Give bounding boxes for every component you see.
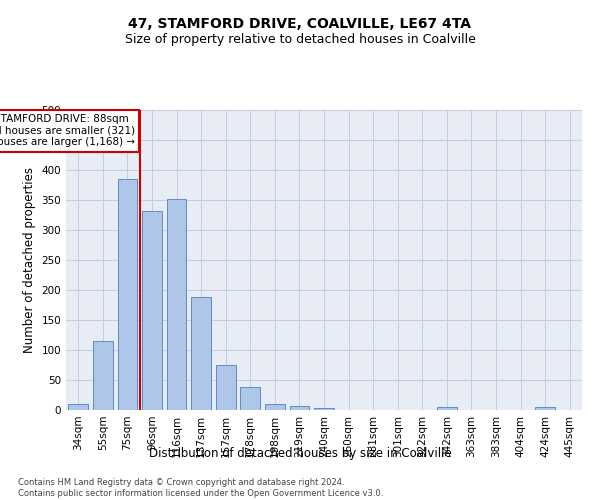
Bar: [216, 365, 236, 410]
Bar: [93, 341, 113, 410]
Bar: [118, 179, 137, 410]
Text: 47 STAMFORD DRIVE: 88sqm  
← 21% of detached houses are smaller (321)
77% of sem: 47 STAMFORD DRIVE: 88sqm ← 21% of detach…: [0, 114, 135, 148]
Bar: [535, 407, 555, 410]
Bar: [437, 407, 457, 410]
Bar: [290, 406, 309, 410]
Bar: [265, 404, 284, 410]
Text: 47, STAMFORD DRIVE, COALVILLE, LE67 4TA: 47, STAMFORD DRIVE, COALVILLE, LE67 4TA: [128, 18, 472, 32]
Text: Contains HM Land Registry data © Crown copyright and database right 2024.
Contai: Contains HM Land Registry data © Crown c…: [18, 478, 383, 498]
Text: Distribution of detached houses by size in Coalville: Distribution of detached houses by size …: [149, 448, 451, 460]
Bar: [68, 404, 88, 410]
Y-axis label: Number of detached properties: Number of detached properties: [23, 167, 36, 353]
Bar: [167, 199, 187, 410]
Bar: [142, 212, 162, 410]
Bar: [314, 408, 334, 410]
Text: Size of property relative to detached houses in Coalville: Size of property relative to detached ho…: [125, 32, 475, 46]
Bar: [241, 387, 260, 410]
Bar: [191, 297, 211, 410]
